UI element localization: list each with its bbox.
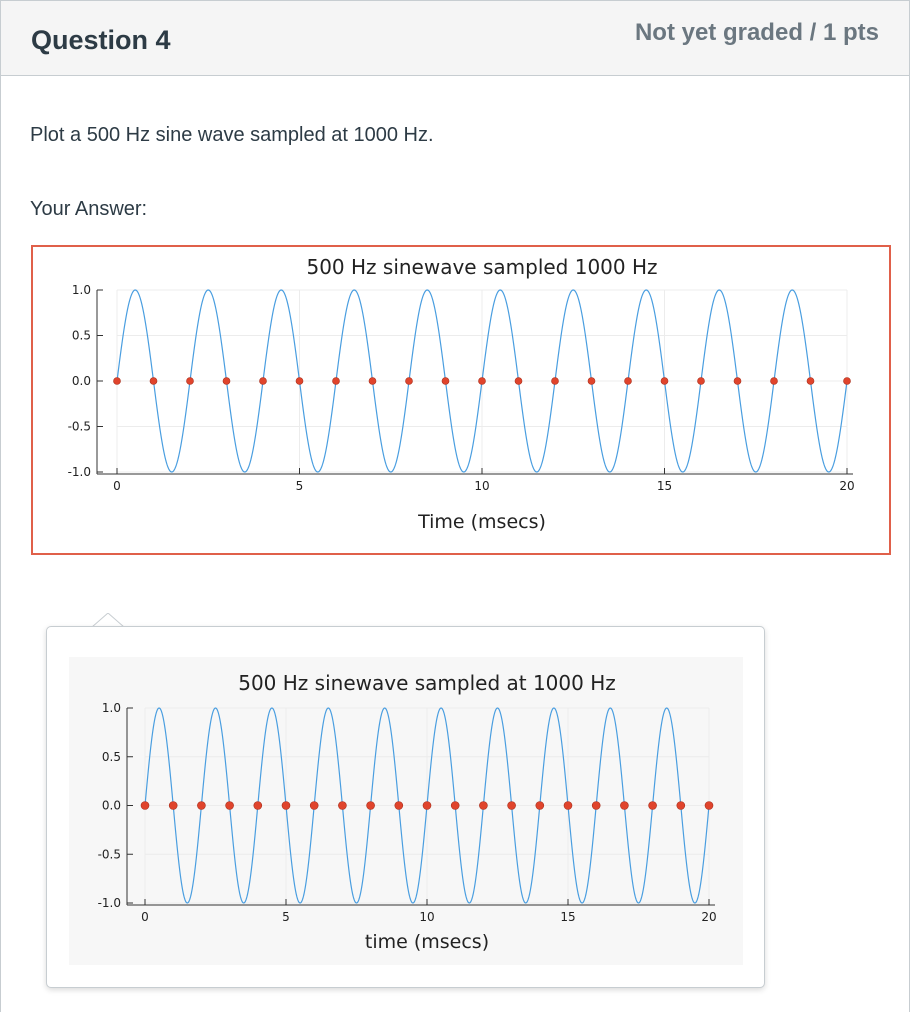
reference-chart-sample-point <box>479 801 488 810</box>
answer-chart: 1.0 0.5 0.0 -0.5 -1.0 0 5 10 15 20 500 Hz sinewave… <box>68 255 855 533</box>
answer-chart-xtick-label: 10 <box>474 479 489 493</box>
answer-chart-sample-point <box>332 377 340 385</box>
reference-chart-sample-point <box>140 801 150 810</box>
reference-chart-sample-point <box>253 801 263 810</box>
answer-chart-xtick-label: 0 <box>113 479 121 493</box>
reference-chart-sample-point <box>450 801 460 810</box>
reference-chart-ytick-label: 1.0 <box>102 701 121 715</box>
answer-chart-sample-point <box>113 377 121 385</box>
answer-chart-title: 500 Hz sinewave sampled 1000 Hz <box>306 255 657 279</box>
answer-chart-xlabel: Time (msecs) <box>417 511 546 533</box>
reference-chart-xtick-label: 15 <box>560 910 575 924</box>
reference-chart-sample-point <box>168 801 178 810</box>
answer-chart-sample-point <box>770 377 778 385</box>
answer-chart-sample-point <box>259 377 267 385</box>
question-header: Question 4 Not yet graded / 1 pts <box>0 0 910 76</box>
question-score: Not yet graded / 1 pts <box>634 19 879 46</box>
answer-chart-xtick-label: 5 <box>296 479 304 493</box>
reference-chart-sample-point <box>309 801 319 810</box>
reference-chart-ytick-label: -1.0 <box>98 896 121 910</box>
reference-chart-sample-point <box>620 801 629 810</box>
answer-label: Your Answer: <box>30 198 148 220</box>
answer-chart-sample-point <box>551 377 559 385</box>
answer-chart-sample-point <box>514 377 523 385</box>
answer-plot-box: 1.0 0.5 0.0 -0.5 -1.0 0 5 10 15 20 500 Hz sinewave… <box>31 245 891 555</box>
reference-chart-sample-point <box>225 801 234 810</box>
question-text: Plot a 500 Hz sine wave sampled at 1000 … <box>30 124 434 146</box>
answer-chart-ytick-label: 1.0 <box>72 283 91 297</box>
reference-popover: 1.0 0.5 0.0 -0.5 -1.0 0 5 10 15 20 500 Hz sinewave… <box>46 626 765 988</box>
reference-chart-sample-point <box>563 801 573 810</box>
reference-chart-ytick-label: 0.0 <box>102 799 121 813</box>
answer-chart-sample-point <box>806 377 815 385</box>
reference-chart-sample-point <box>422 801 432 810</box>
answer-chart-xtick-label: 20 <box>839 479 854 493</box>
reference-chart-ytick-label: -0.5 <box>98 847 121 861</box>
reference-chart-sample-point <box>704 801 714 810</box>
answer-chart-sample-point <box>368 377 377 385</box>
answer-chart-ytick-label: -0.5 <box>68 420 91 434</box>
reference-plot-area: 1.0 0.5 0.0 -0.5 -1.0 0 5 10 15 20 500 Hz sinewave… <box>69 657 743 965</box>
answer-chart-ytick-label: 0.0 <box>72 374 91 388</box>
answer-chart-sample-point <box>733 377 742 385</box>
question-title: Question 4 <box>31 25 171 55</box>
answer-chart-xtick-label: 15 <box>657 479 672 493</box>
answer-chart-sample-point <box>843 377 851 385</box>
reference-chart-xtick-label: 10 <box>419 910 434 924</box>
answer-chart-sample-point <box>624 377 632 385</box>
reference-chart-xtick-label: 0 <box>141 910 149 924</box>
reference-chart-ytick-label: 0.5 <box>102 750 121 764</box>
reference-chart-title: 500 Hz sinewave sampled at 1000 Hz <box>238 671 616 695</box>
reference-chart-sample-point <box>535 801 545 810</box>
answer-chart-sample-point <box>186 377 194 385</box>
answer-chart-sample-point <box>149 377 158 385</box>
reference-chart-xtick-label: 5 <box>282 910 290 924</box>
answer-chart-sample-point <box>441 377 450 385</box>
answer-chart-ytick-label: 0.5 <box>72 329 91 343</box>
answer-chart-sample-point <box>478 377 486 385</box>
reference-chart-sample-point <box>281 801 291 810</box>
answer-chart-sample-point <box>697 377 705 385</box>
answer-chart-sample-point <box>587 377 596 385</box>
answer-chart-sample-point <box>295 377 304 385</box>
reference-chart-sample-point <box>648 801 657 810</box>
answer-chart-sample-point <box>405 377 413 385</box>
reference-chart-sample-point <box>394 801 404 810</box>
reference-chart-sample-point <box>507 801 516 810</box>
reference-chart-sample-point <box>366 801 375 810</box>
popover-arrow-shape <box>92 613 124 627</box>
reference-chart-sample-point <box>591 801 601 810</box>
reference-chart-xtick-label: 20 <box>701 910 716 924</box>
reference-chart: 1.0 0.5 0.0 -0.5 -1.0 0 5 10 15 20 500 Hz sinewave… <box>98 671 717 953</box>
reference-chart-sample-point <box>197 801 206 810</box>
answer-chart-sample-point <box>660 377 669 385</box>
reference-chart-sample-point <box>338 801 347 810</box>
reference-chart-xlabel: time (msecs) <box>365 931 489 953</box>
reference-chart-sample-point <box>676 801 686 810</box>
answer-chart-sample-point <box>222 377 231 385</box>
answer-chart-ytick-label: -1.0 <box>68 465 91 479</box>
